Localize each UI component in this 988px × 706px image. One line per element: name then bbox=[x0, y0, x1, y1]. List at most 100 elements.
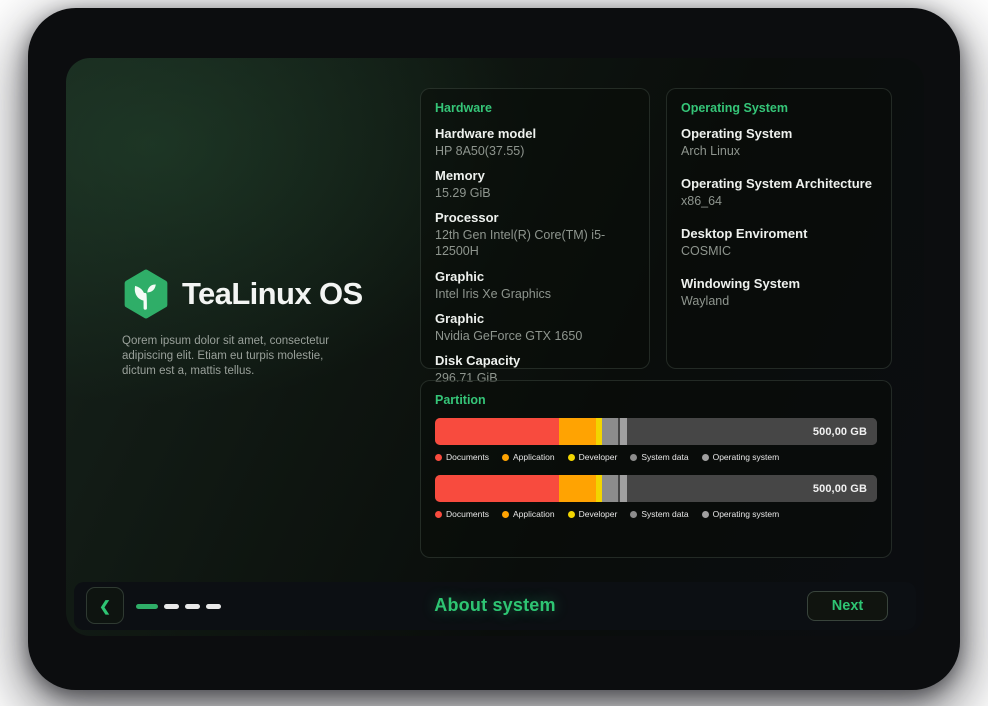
legend-dot-icon bbox=[630, 510, 638, 518]
os-field-list: Operating System Arch Linux Operating Syst… bbox=[681, 126, 877, 310]
partition-free-space: 500,00 GB bbox=[627, 418, 877, 445]
partition-disk: 500,00 GB Documents Application Developer Sy… bbox=[435, 475, 877, 519]
info-field: Graphic Intel Iris Xe Graphics bbox=[435, 269, 635, 302]
partition-segment-system-data bbox=[601, 475, 619, 502]
hardware-card: Hardware Hardware model HP 8A50(37.55) Mem… bbox=[420, 88, 650, 385]
legend-dot-icon bbox=[630, 453, 638, 461]
legend-dot-icon bbox=[435, 453, 442, 461]
info-field: Windowing System Wayland bbox=[681, 276, 877, 309]
partition-bar: 500,00 GB bbox=[435, 418, 877, 445]
field-label: Memory bbox=[435, 168, 485, 184]
info-field: Desktop Enviroment COSMIC bbox=[681, 226, 877, 259]
legend-label: Application bbox=[513, 452, 555, 462]
legend-dot-icon bbox=[435, 510, 442, 518]
legend-label: System data bbox=[641, 452, 689, 462]
legend-item: Operating system bbox=[701, 509, 780, 519]
info-field: Memory 15.29 GiB bbox=[435, 168, 635, 201]
partition-segment-application bbox=[558, 475, 596, 502]
legend-label: Documents bbox=[446, 452, 489, 462]
field-label: Operating System bbox=[681, 126, 793, 141]
legend-item: Operating system bbox=[701, 452, 780, 462]
field-value: HP 8A50(37.55) bbox=[435, 143, 525, 158]
field-value: Arch Linux bbox=[681, 143, 741, 158]
legend-label: Documents bbox=[446, 509, 489, 519]
partition-segment-system-data bbox=[601, 418, 619, 445]
legend-label: Operating system bbox=[712, 509, 780, 519]
field-label: Disk Capacity bbox=[435, 352, 521, 368]
legend-item: Application bbox=[502, 509, 555, 519]
field-value: Nvidia GeForce GTX 1650 bbox=[435, 328, 583, 343]
partition-legend: Documents Application Developer System data… bbox=[435, 509, 877, 519]
field-value: COSMIC bbox=[681, 244, 731, 259]
legend-dot-icon bbox=[701, 510, 709, 518]
partition-segment-documents bbox=[435, 418, 559, 445]
legend-item: System data bbox=[630, 509, 689, 519]
field-label: Graphic bbox=[435, 268, 485, 284]
legend-dot-icon bbox=[567, 453, 575, 461]
field-label: Desktop Enviroment bbox=[681, 226, 808, 242]
legend-dot-icon bbox=[567, 510, 575, 518]
progress-dash bbox=[164, 603, 179, 609]
partition-segment-application bbox=[558, 418, 596, 445]
progress-dash bbox=[185, 603, 200, 609]
os-card: Operating System Operating System Arch Li… bbox=[666, 88, 892, 369]
partition-bar: 500,00 GB bbox=[435, 475, 877, 502]
field-label: Operating System Architecture bbox=[681, 176, 872, 192]
os-card-title: Operating System bbox=[681, 101, 788, 115]
partition-segment-operating-system bbox=[620, 418, 628, 445]
partition-free-space: 500,00 GB bbox=[627, 475, 877, 502]
legend-label: Developer bbox=[578, 452, 618, 462]
partition-card: Partition 500,00 GB Documents Application D… bbox=[420, 380, 892, 558]
partition-segment-developer bbox=[595, 418, 602, 445]
field-value: 15.29 GiB bbox=[435, 186, 491, 201]
field-label: Graphic bbox=[435, 310, 485, 326]
back-button[interactable]: ❮ bbox=[86, 587, 124, 624]
next-button[interactable]: Next bbox=[807, 591, 888, 621]
legend-label: Operating system bbox=[712, 452, 780, 462]
disk-total-label: 500,00 GB bbox=[812, 425, 867, 438]
field-value: 12th Gen Intel(R) Core(TM) i5-12500H bbox=[435, 228, 606, 259]
step-progress-indicator bbox=[136, 582, 221, 630]
legend-label: Developer bbox=[578, 509, 618, 519]
field-value: x86_64 bbox=[681, 194, 723, 209]
partition-segment-documents bbox=[435, 475, 559, 502]
sprout-logo-icon bbox=[121, 269, 171, 319]
next-button-label: Next bbox=[831, 598, 864, 614]
chevron-left-icon: ❮ bbox=[99, 597, 111, 614]
field-label: Windowing System bbox=[681, 276, 801, 292]
field-value: Intel Iris Xe Graphics bbox=[435, 286, 552, 301]
brand-description: Qorem ipsum dolor sit amet, consectetur … bbox=[122, 335, 330, 377]
partition-disk: 500,00 GB Documents Application Developer Sy… bbox=[435, 418, 877, 462]
info-field: Operating System Architecture x86_64 bbox=[681, 176, 877, 209]
info-field: Hardware model HP 8A50(37.55) bbox=[435, 126, 635, 159]
legend-item: System data bbox=[630, 452, 689, 462]
legend-item: Documents bbox=[435, 509, 489, 519]
hardware-field-list: Hardware model HP 8A50(37.55) Memory 15.29 … bbox=[435, 126, 635, 386]
installer-screen: TeaLinux OS Qorem ipsum dolor sit amet, … bbox=[66, 58, 924, 636]
hardware-card-title: Hardware bbox=[435, 101, 492, 115]
progress-dash bbox=[206, 603, 221, 609]
legend-dot-icon bbox=[701, 453, 709, 461]
footer-bar: ❮ About system Next bbox=[74, 582, 916, 630]
info-field: Processor 12th Gen Intel(R) Core(TM) i5-1… bbox=[435, 210, 635, 259]
legend-dot-icon bbox=[502, 510, 509, 518]
brand-title: TeaLinux OS bbox=[182, 276, 363, 311]
field-label: Hardware model bbox=[435, 126, 537, 141]
partition-disk-list: 500,00 GB Documents Application Developer Sy… bbox=[435, 418, 877, 519]
disk-total-label: 500,00 GB bbox=[812, 482, 867, 495]
legend-item: Developer bbox=[567, 509, 618, 519]
partition-segment-operating-system bbox=[620, 475, 628, 502]
partition-segment-developer bbox=[595, 475, 602, 502]
brand: TeaLinux OS bbox=[121, 269, 363, 319]
legend-item: Documents bbox=[435, 452, 489, 462]
progress-dash bbox=[136, 603, 158, 609]
field-label: Processor bbox=[435, 210, 499, 226]
device-frame: TeaLinux OS Qorem ipsum dolor sit amet, … bbox=[28, 8, 960, 690]
info-field: Operating System Arch Linux bbox=[681, 126, 877, 159]
legend-dot-icon bbox=[502, 453, 509, 461]
legend-label: Application bbox=[513, 509, 555, 519]
legend-label: System data bbox=[641, 509, 689, 519]
partition-card-title: Partition bbox=[435, 393, 486, 407]
legend-item: Application bbox=[502, 452, 555, 462]
field-value: Wayland bbox=[681, 294, 730, 309]
